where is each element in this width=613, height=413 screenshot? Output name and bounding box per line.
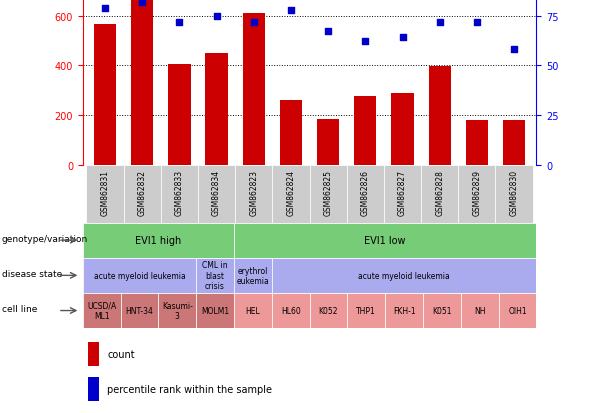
Text: FKH-1: FKH-1 (393, 306, 416, 315)
Point (360, 39, 370, 45)
Bar (495, 165, 533, 223)
Text: GSM862830: GSM862830 (509, 170, 519, 216)
Point (100, 5, 110, 12)
Point (435, 19, 444, 26)
Bar (272, 165, 310, 223)
Bar (234, 258, 272, 293)
Bar (384, 165, 421, 223)
Bar (205, 54, 228, 165)
Bar (196, 258, 234, 293)
Bar (88, 342, 99, 366)
Text: GSM862829: GSM862829 (473, 170, 481, 216)
Text: HL60: HL60 (281, 306, 300, 315)
Text: EVI1 high: EVI1 high (135, 235, 181, 246)
Text: EVI1 low: EVI1 low (364, 235, 406, 246)
Bar (317, 119, 340, 165)
Bar (234, 293, 272, 328)
Bar (243, 14, 265, 165)
Bar (310, 165, 347, 223)
Bar (198, 165, 235, 223)
Bar (503, 121, 525, 165)
Point (398, 35, 408, 42)
Point (323, 29, 333, 36)
Point (211, 13, 221, 20)
Bar (235, 165, 272, 223)
Point (472, 19, 482, 26)
Bar (131, 0, 153, 165)
Text: acute myeloid leukemia: acute myeloid leukemia (94, 271, 185, 280)
Bar (354, 97, 376, 165)
Text: GSM862827: GSM862827 (398, 170, 407, 216)
Point (286, 7, 296, 14)
Text: GSM862823: GSM862823 (249, 170, 258, 216)
Bar (348, 293, 385, 328)
Text: GSM862832: GSM862832 (138, 170, 147, 216)
Point (249, 19, 259, 26)
Bar (391, 93, 414, 165)
Bar (161, 165, 198, 223)
Text: GSM862828: GSM862828 (435, 170, 444, 216)
Bar (86, 165, 124, 223)
Bar (347, 165, 384, 223)
Text: UCSD/A
ML1: UCSD/A ML1 (87, 301, 116, 320)
Bar (83, 223, 234, 258)
Bar (121, 293, 158, 328)
Text: GSM862825: GSM862825 (324, 170, 333, 216)
Point (509, 47, 519, 54)
Text: GSM862824: GSM862824 (286, 170, 295, 216)
Bar (423, 293, 461, 328)
Text: HNT-34: HNT-34 (126, 306, 153, 315)
Point (175, 19, 185, 26)
Text: count: count (107, 349, 135, 359)
Text: Kasumi-
3: Kasumi- 3 (162, 301, 192, 320)
Text: NH: NH (474, 306, 485, 315)
Text: disease state: disease state (2, 269, 62, 278)
Bar (234, 223, 536, 258)
Bar (310, 293, 348, 328)
Bar (169, 65, 191, 165)
Bar (385, 293, 423, 328)
Text: MOLM1: MOLM1 (201, 306, 229, 315)
Text: K051: K051 (432, 306, 452, 315)
Bar (196, 293, 234, 328)
Text: percentile rank within the sample: percentile rank within the sample (107, 384, 272, 394)
Bar (272, 293, 310, 328)
Bar (83, 293, 121, 328)
Bar (459, 165, 495, 223)
Text: genotype/variation: genotype/variation (2, 234, 88, 243)
Text: cell line: cell line (2, 304, 37, 313)
Bar (272, 258, 536, 293)
Text: acute myeloid leukemia: acute myeloid leukemia (358, 271, 450, 280)
Bar (421, 165, 459, 223)
Text: HEL: HEL (245, 306, 261, 315)
Bar (280, 101, 302, 165)
Bar (83, 258, 196, 293)
Bar (88, 377, 99, 401)
Bar (466, 121, 488, 165)
Text: THP1: THP1 (356, 306, 376, 315)
Text: K052: K052 (319, 306, 338, 315)
Bar (94, 25, 116, 165)
Text: GSM862826: GSM862826 (361, 170, 370, 216)
Text: erythrol
eukemia: erythrol eukemia (237, 266, 269, 285)
Text: GSM862831: GSM862831 (101, 170, 110, 216)
Bar (124, 165, 161, 223)
Text: CML in
blast
crisis: CML in blast crisis (202, 261, 228, 290)
Bar (461, 293, 498, 328)
Bar (498, 293, 536, 328)
Point (137, 0, 147, 6)
Text: OIH1: OIH1 (508, 306, 527, 315)
Bar (158, 293, 196, 328)
Bar (428, 67, 451, 165)
Text: GSM862834: GSM862834 (212, 170, 221, 216)
Text: GSM862833: GSM862833 (175, 170, 184, 216)
